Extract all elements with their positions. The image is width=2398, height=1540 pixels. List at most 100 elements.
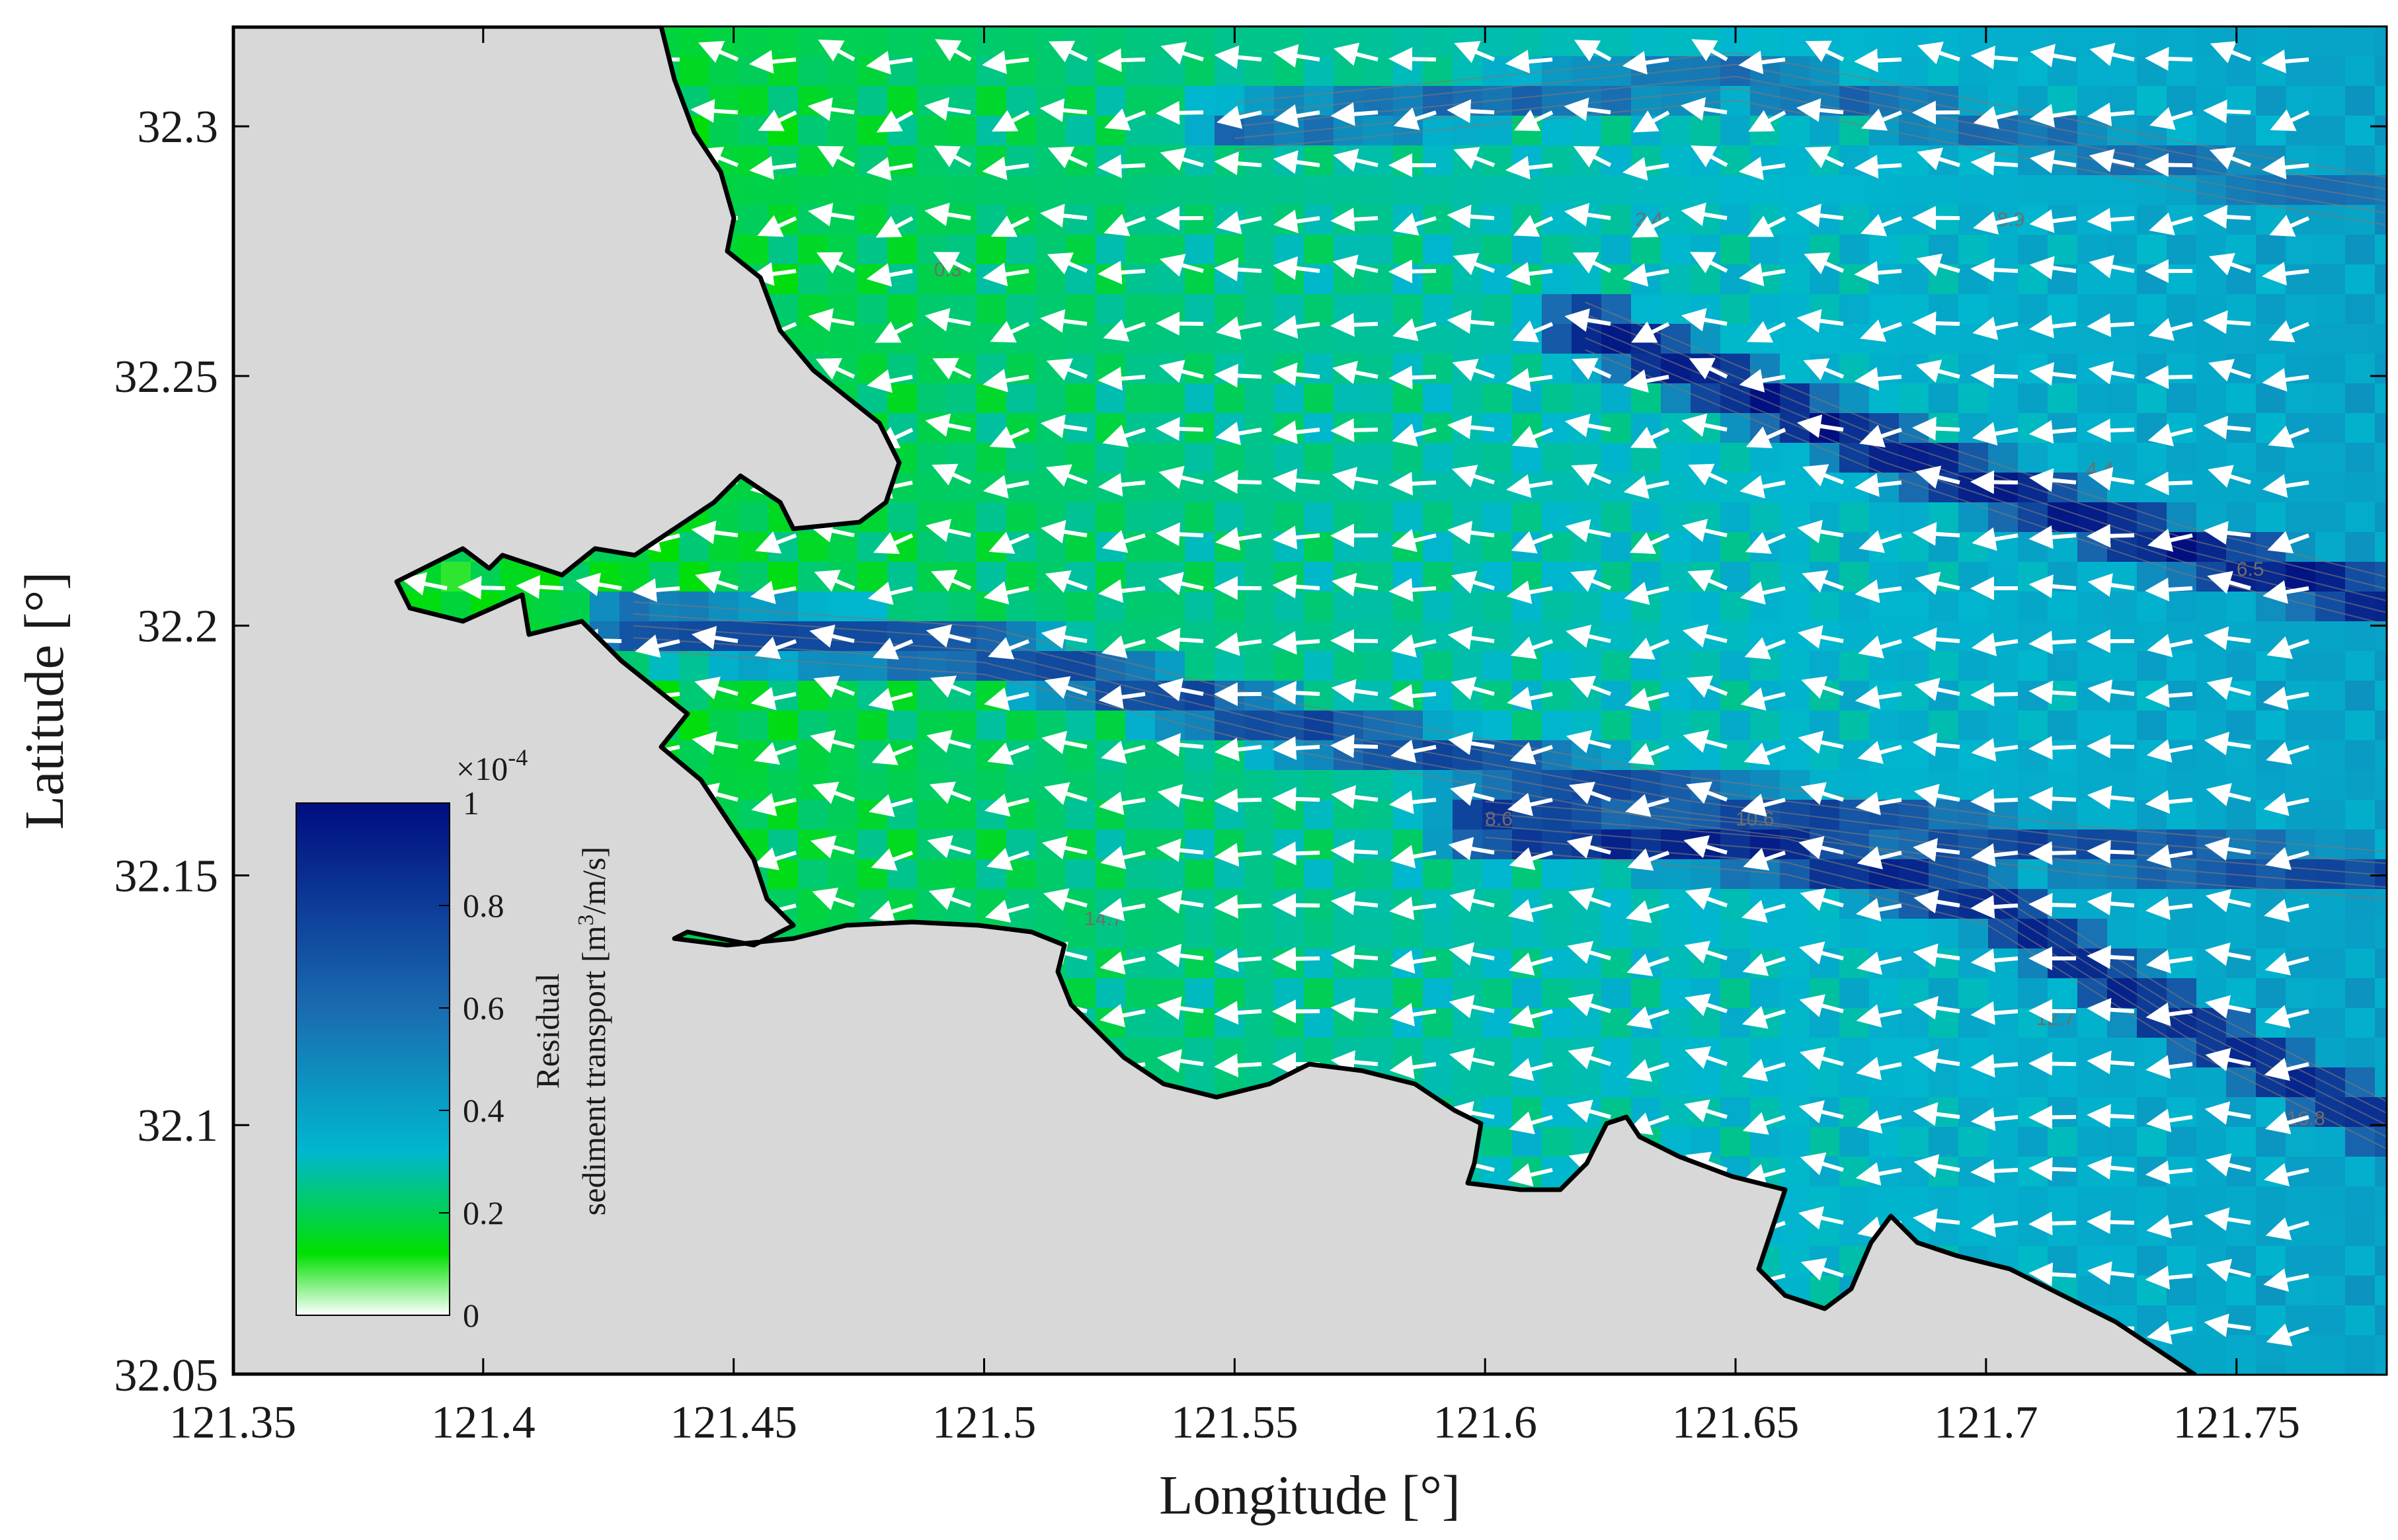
field-cell [1780,175,1810,206]
field-cell [2226,651,2257,681]
field-cell [2315,919,2346,949]
field-cell [2048,1067,2078,1098]
field-cell [2286,651,2316,681]
field-cell [1334,859,1364,890]
field-cell [1363,948,1394,979]
field-cell [1661,651,1691,681]
field-cell [1274,56,1304,87]
field-cell [2137,56,2167,87]
field-cell [1988,26,2018,57]
field-cell [858,829,888,860]
field-cell [1453,651,1483,681]
field-cell [1423,770,1453,800]
field-cell [828,56,858,87]
field-cell [2018,800,2048,830]
field-cell [1810,175,1840,206]
y-axis-title: Latitude [°] [14,572,75,829]
field-cell [2345,562,2376,592]
field-cell [1482,651,1513,681]
field-cell [1066,711,1096,741]
field-cell [1899,205,1929,235]
field-cell [2345,56,2376,87]
field-cell [1482,948,1513,979]
transport-arrow [2028,1262,2077,1287]
field-cell [2196,919,2227,949]
field-cell [2137,354,2167,384]
field-cell [1066,859,1096,890]
field-cell [1304,711,1334,741]
field-cell [1691,919,1721,949]
field-cell [2196,740,2227,771]
field-cell [1482,56,1513,87]
field-cell [1512,502,1542,533]
field-cell [2345,116,2376,146]
transport-arrow [2087,945,2135,970]
field-cell [2256,116,2286,146]
field-cell [1839,1186,1870,1217]
field-cell [2286,919,2316,949]
field-cell [2018,235,2048,265]
field-cell [1036,473,1066,503]
field-cell [1274,235,1304,265]
field-cell [1274,592,1304,622]
field-cell [1572,1067,1602,1098]
field-cell [1661,443,1691,473]
field-cell [1215,443,1245,473]
field-cell [1631,86,1661,116]
field-cell [1988,740,2018,771]
field-cell [1334,383,1364,414]
field-cell [2137,651,2167,681]
field-cell [2137,235,2167,265]
field-cell [858,56,888,87]
field-cell [2315,532,2346,562]
field-cell [2048,740,2078,771]
field-cell [2137,413,2167,443]
field-cell [1899,978,1929,1009]
field-cell [1155,889,1185,919]
field-cell [2315,1365,2346,1375]
field-cell [1810,205,1840,235]
field-cell [947,26,977,57]
y-tick-label: 32.2 [138,601,219,652]
field-cell [768,651,799,681]
field-cell [1542,1038,1572,1068]
field-cell [1185,56,1215,87]
field-cell [1393,145,1423,176]
field-cell [2256,1038,2286,1068]
field-cell [1661,116,1691,146]
field-cell [2286,473,2316,503]
field-cell [2226,116,2257,146]
field-cell [1899,56,1929,87]
field-cell [1929,1186,1959,1217]
transport-arrow [1912,416,1960,441]
field-cell [1958,26,1989,57]
field-cell [977,770,1007,800]
field-cell [2315,56,2346,87]
field-cell [768,26,799,57]
field-cell [1334,621,1364,652]
field-cell [1304,235,1334,265]
field-cell [1215,740,1245,771]
field-cell [1036,324,1066,354]
field-cell [1780,235,1810,265]
field-cell [858,562,888,592]
field-cell [1185,473,1215,503]
field-cell [1572,56,1602,87]
field-cell [1423,294,1453,325]
field-cell [1750,116,1780,146]
field-cell [917,383,947,414]
field-cell [1036,532,1066,562]
field-cell [1839,145,1870,176]
field-cell [1334,502,1364,533]
field-cell [2137,859,2167,890]
field-cell [1720,948,1751,979]
field-cell [1988,1097,2018,1128]
field-cell [1274,26,1304,57]
field-cell [1125,592,1156,622]
field-cell [977,383,1007,414]
field-cell [1274,502,1304,533]
field-cell [1750,235,1780,265]
transport-arrow [2028,893,2077,917]
field-cell [2315,324,2346,354]
field-cell [1750,562,1780,592]
